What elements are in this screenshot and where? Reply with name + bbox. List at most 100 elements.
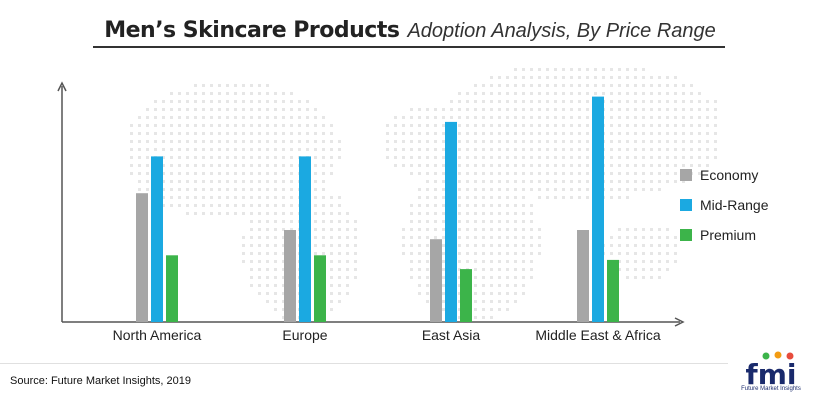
map-dot — [322, 164, 325, 167]
map-dot — [242, 252, 245, 255]
map-dot — [498, 156, 501, 159]
map-dot — [514, 260, 517, 263]
map-dot — [242, 108, 245, 111]
map-dot — [642, 236, 645, 239]
map-dot — [498, 116, 501, 119]
bar-economy-europe — [284, 230, 296, 322]
map-dot — [290, 228, 293, 231]
map-dot — [490, 196, 493, 199]
map-dot — [146, 188, 149, 191]
map-dot — [210, 212, 213, 215]
map-dot — [250, 140, 253, 143]
map-dot — [418, 228, 421, 231]
map-dot — [458, 252, 461, 255]
map-dot — [682, 92, 685, 95]
map-dot — [250, 132, 253, 135]
map-dot — [546, 196, 549, 199]
map-dot — [426, 260, 429, 263]
map-dot — [242, 172, 245, 175]
map-dot — [506, 76, 509, 79]
map-dot — [218, 116, 221, 119]
map-dot — [154, 108, 157, 111]
map-dot — [634, 172, 637, 175]
map-dot — [674, 148, 677, 151]
map-dot — [674, 124, 677, 127]
map-dot — [666, 252, 669, 255]
map-dot — [642, 260, 645, 263]
map-dot — [554, 172, 557, 175]
map-dot — [210, 204, 213, 207]
map-dot — [258, 172, 261, 175]
map-dot — [562, 188, 565, 191]
map-dot — [514, 284, 517, 287]
map-dot — [306, 132, 309, 135]
map-dot — [610, 164, 613, 167]
map-dot — [426, 236, 429, 239]
map-dot — [578, 132, 581, 135]
map-dot — [658, 260, 661, 263]
map-dot — [714, 124, 717, 127]
map-dot — [498, 284, 501, 287]
map-dot — [506, 172, 509, 175]
map-dot — [290, 124, 293, 127]
map-dot — [434, 236, 437, 239]
map-dot — [474, 260, 477, 263]
map-dot — [506, 196, 509, 199]
map-dot — [562, 116, 565, 119]
map-dot — [490, 236, 493, 239]
map-dot — [210, 164, 213, 167]
map-dot — [154, 116, 157, 119]
map-dot — [522, 228, 525, 231]
map-dot — [490, 148, 493, 151]
map-dot — [514, 292, 517, 295]
map-dot — [266, 220, 269, 223]
map-dot — [282, 108, 285, 111]
map-dot — [170, 196, 173, 199]
map-dot — [178, 196, 181, 199]
map-dot — [530, 148, 533, 151]
map-dot — [314, 148, 317, 151]
map-dot — [522, 108, 525, 111]
map-dot — [482, 100, 485, 103]
map-dot — [594, 84, 597, 87]
map-dot — [442, 164, 445, 167]
map-dot — [322, 236, 325, 239]
map-dot — [282, 156, 285, 159]
map-dot — [458, 132, 461, 135]
logo-dot-green — [762, 352, 770, 360]
map-dot — [418, 204, 421, 207]
map-dot — [434, 148, 437, 151]
map-dot — [442, 252, 445, 255]
map-dot — [634, 108, 637, 111]
fmi-logo-mark: fmi — [746, 351, 796, 391]
map-dot — [626, 180, 629, 183]
map-dot — [506, 220, 509, 223]
map-dot — [322, 116, 325, 119]
map-dot — [258, 220, 261, 223]
map-dot — [546, 188, 549, 191]
map-dot — [186, 124, 189, 127]
map-dot — [234, 148, 237, 151]
map-dot — [474, 156, 477, 159]
map-dot — [162, 116, 165, 119]
map-dot — [706, 140, 709, 143]
legend-label-economy: Economy — [700, 167, 759, 183]
map-dot — [282, 92, 285, 95]
map-dot — [578, 156, 581, 159]
legend-swatch-mid-range — [680, 199, 692, 211]
map-dot — [546, 68, 549, 71]
map-dot — [186, 204, 189, 207]
map-dot — [218, 84, 221, 87]
map-dot — [314, 156, 317, 159]
map-dot — [658, 252, 661, 255]
map-dot — [282, 124, 285, 127]
map-dot — [546, 100, 549, 103]
map-dot — [506, 164, 509, 167]
map-dot — [666, 236, 669, 239]
map-dot — [674, 164, 677, 167]
map-dot — [482, 180, 485, 183]
map-dot — [530, 244, 533, 247]
map-dot — [650, 244, 653, 247]
map-dot — [610, 84, 613, 87]
map-dot — [338, 260, 341, 263]
